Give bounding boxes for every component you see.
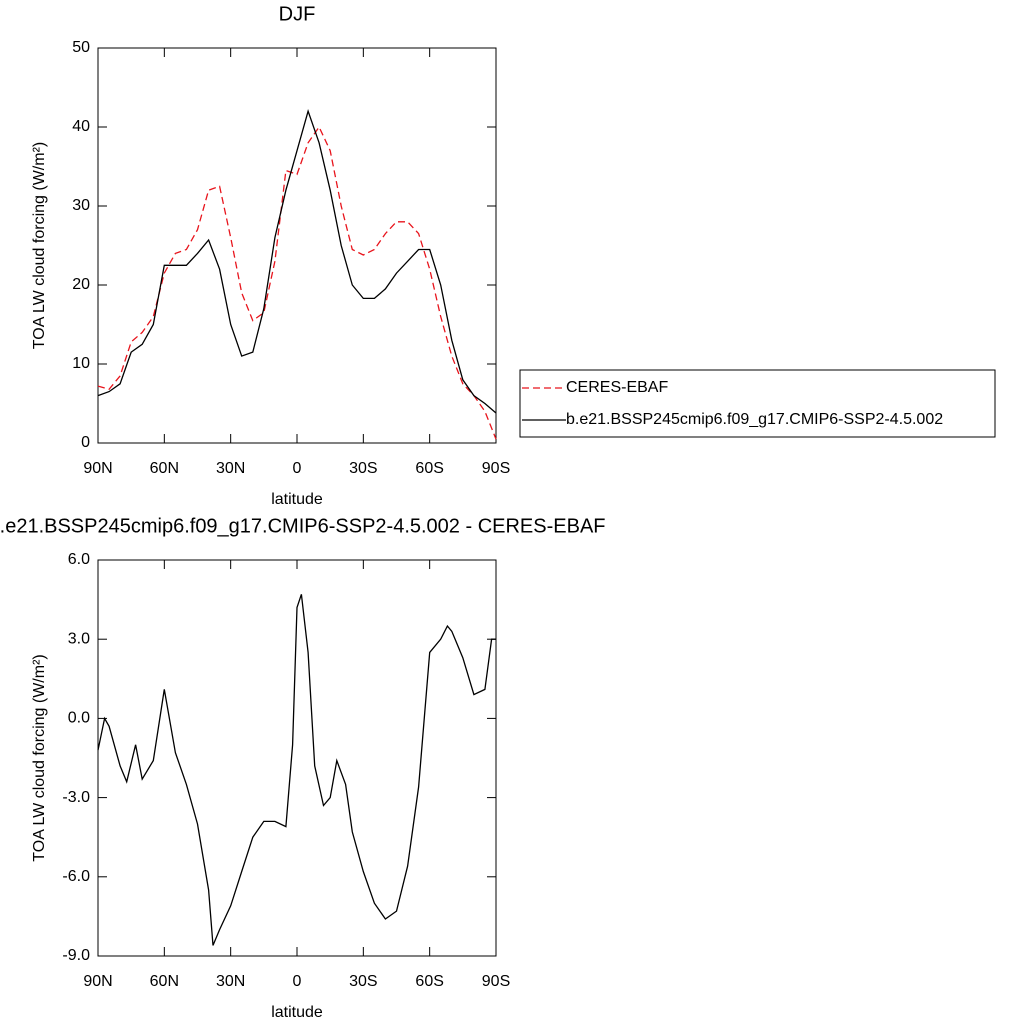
x-tick-label: 60S <box>415 460 443 477</box>
y-tick-label: 0 <box>81 434 90 451</box>
x-tick-label: 90S <box>482 460 510 477</box>
y-tick-label: 10 <box>72 355 90 372</box>
plot-frame <box>97 559 497 957</box>
x-tick-label: 90N <box>83 460 112 477</box>
y-tick-label: 6.0 <box>68 551 90 568</box>
y-tick-label: 30 <box>72 197 90 214</box>
data-line <box>97 125 497 440</box>
y-tick-label: -6.0 <box>62 868 90 885</box>
data-line <box>97 594 496 946</box>
y-tick-label: -3.0 <box>62 789 90 806</box>
x-tick-label: 0 <box>293 460 302 477</box>
x-tick-label: 90S <box>482 973 510 990</box>
data-line <box>97 109 497 414</box>
x-tick-label: 60N <box>150 460 179 477</box>
x-axis-label: latitude <box>271 1004 323 1021</box>
legend-box <box>519 369 996 438</box>
y-tick-label: 0.0 <box>68 710 90 727</box>
chart-title: b.e21.BSSP245cmip6.f09_g17.CMIP6-SSP2-4.… <box>0 515 605 537</box>
x-tick-label: 30S <box>349 460 377 477</box>
y-axis-label: TOA LW cloud forcing (W/m²) <box>31 142 48 349</box>
legend-label: b.e21.BSSP245cmip6.f09_g17.CMIP6-SSP2-4.… <box>566 411 943 428</box>
legend-label: CERES-EBAF <box>566 379 668 396</box>
x-tick-label: 30N <box>216 973 245 990</box>
y-tick-label: 50 <box>72 39 90 56</box>
x-tick-label: 30S <box>349 973 377 990</box>
y-tick-label: 20 <box>72 276 90 293</box>
x-tick-label: 30N <box>216 460 245 477</box>
x-axis-label: latitude <box>271 491 323 508</box>
y-tick-label: 3.0 <box>68 630 90 647</box>
x-tick-label: 60S <box>415 973 443 990</box>
chart-title: DJF <box>279 3 316 25</box>
y-tick-label: -9.0 <box>62 947 90 964</box>
plot-frame <box>97 47 497 444</box>
x-tick-label: 90N <box>83 973 112 990</box>
y-axis-label: TOA LW cloud forcing (W/m²) <box>31 654 48 861</box>
x-tick-label: 60N <box>150 973 179 990</box>
x-tick-label: 0 <box>293 973 302 990</box>
y-tick-label: 40 <box>72 118 90 135</box>
